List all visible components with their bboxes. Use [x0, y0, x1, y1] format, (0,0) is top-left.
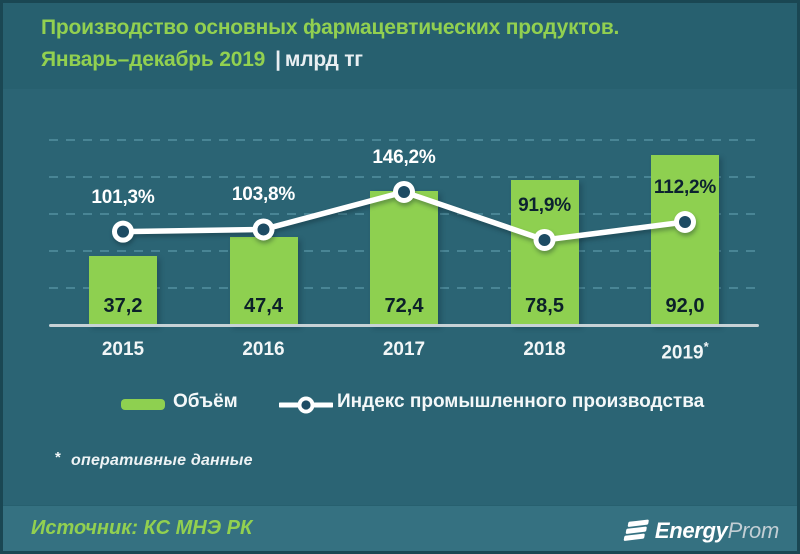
- x-axis-line: [49, 324, 759, 327]
- x-axis-label: 2019*: [661, 339, 709, 364]
- bar-value-label: 47,4: [244, 295, 283, 317]
- x-axis-label: 2017: [382, 339, 426, 360]
- footnote-asterisk: *: [55, 449, 61, 466]
- source-label: Источник: КС МНЭ РК: [31, 517, 253, 539]
- x-axis-label: 2018: [523, 339, 566, 360]
- index-point-label: 91,9%: [518, 194, 571, 216]
- index-marker-dot: [257, 223, 270, 236]
- x-axis-label: 2015: [101, 339, 145, 360]
- index-marker-ring: [112, 220, 134, 243]
- logo-prom: Prom: [727, 518, 780, 543]
- bar-2016: [229, 237, 298, 325]
- bar-value-label: 37,2: [103, 295, 143, 317]
- index-point-label: 103,8%: [231, 184, 296, 206]
- bar-value-label: 78,5: [525, 295, 564, 317]
- bar-value-label: 72,4: [384, 295, 424, 317]
- legend-index-label: Индекс промышленного производства: [337, 391, 705, 412]
- title-unit: млрд тг: [284, 48, 363, 71]
- bar-value-label: 92,0: [665, 295, 705, 317]
- legend-index-line-icon: [279, 396, 333, 414]
- legend-volume-label: Объём: [173, 391, 238, 412]
- footnote-text: оперативные данные: [71, 452, 253, 469]
- energyprom-logo-icon: [623, 519, 649, 541]
- gridline: [49, 176, 759, 178]
- energyprom-logo: EnergyProm: [619, 515, 779, 547]
- preliminary-data-asterisk: *: [703, 339, 709, 354]
- title-separator: |: [275, 48, 281, 71]
- header: Производство основных фармацевтических п…: [3, 3, 797, 89]
- energyprom-logo-text: EnergyProm: [655, 518, 779, 544]
- footer: Источник: КС МНЭ РК EnergyProm: [3, 505, 797, 551]
- gridline: [49, 139, 759, 141]
- page-title-line1: Производство основных фармацевтических п…: [41, 16, 620, 39]
- x-axis-label: 2016: [242, 339, 285, 360]
- index-point-label: 101,3%: [91, 186, 155, 208]
- index-marker-dot: [117, 225, 129, 238]
- page-title-line2: Январь–декабрь 2019 | млрд тг: [41, 48, 363, 72]
- title-period: Январь–декабрь 2019: [41, 48, 266, 71]
- index-point-label: 112,2%: [653, 177, 717, 198]
- index-point-label: 146,2%: [372, 146, 436, 168]
- bar-2015: [89, 256, 157, 325]
- legend-volume-swatch: [121, 399, 165, 410]
- logo-energy: Energy: [654, 518, 728, 543]
